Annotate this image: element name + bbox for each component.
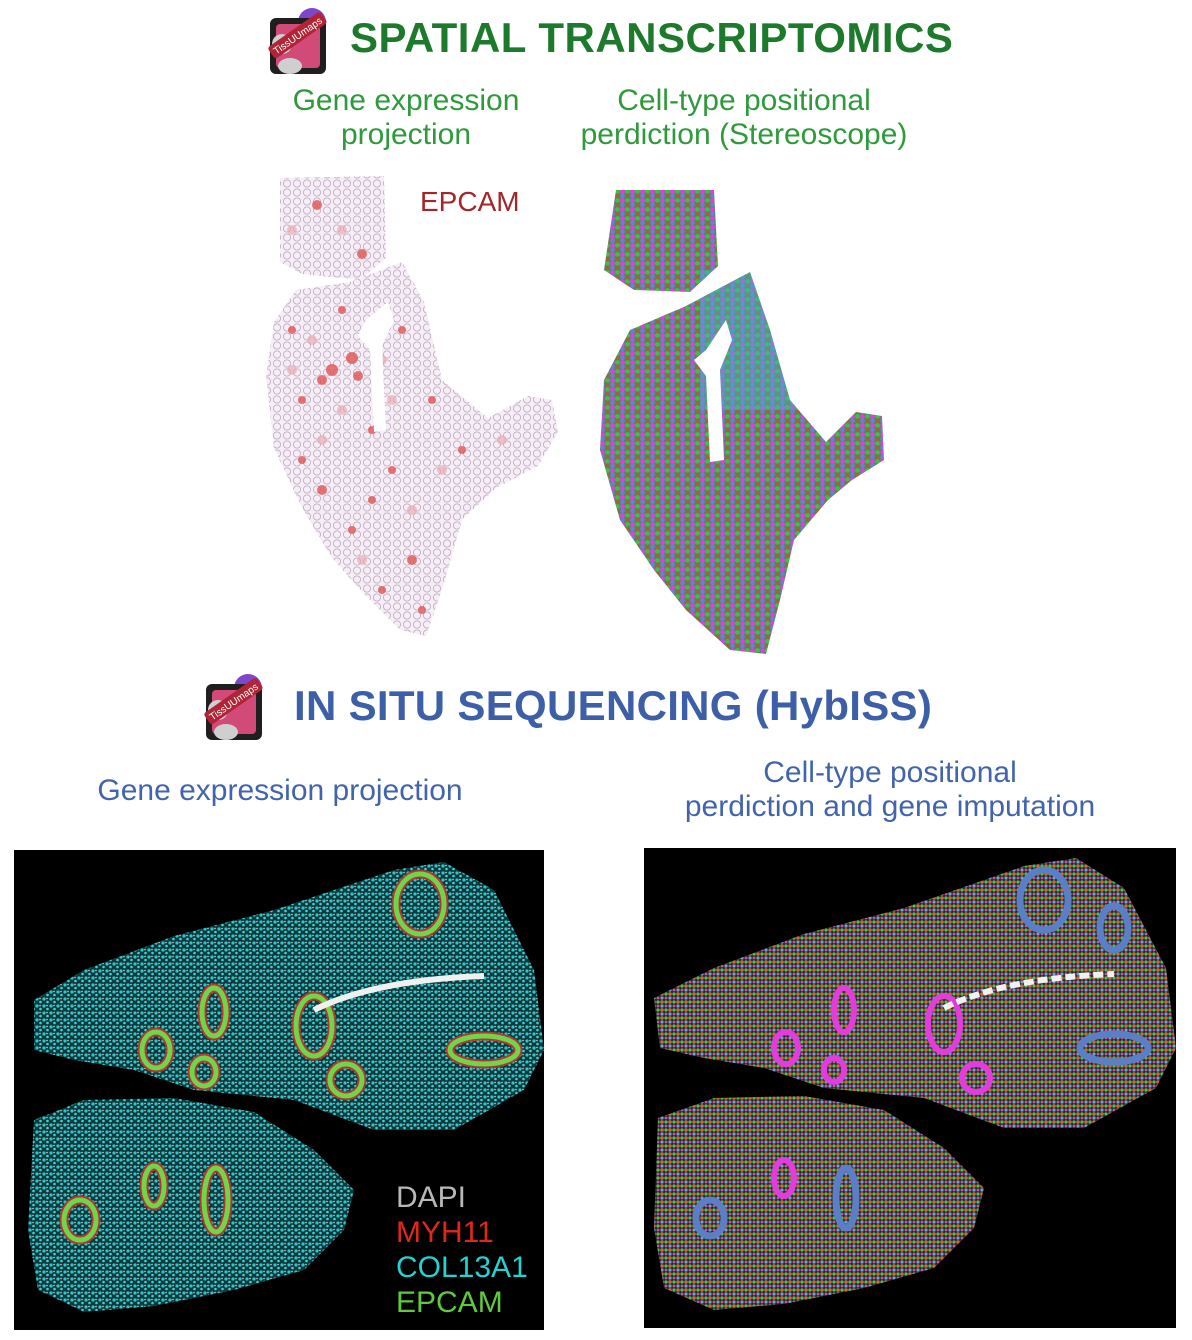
- st-left-caption-line2: projection: [340, 118, 472, 151]
- legend-item-dapi: DAPI: [396, 1181, 467, 1214]
- st-right-caption-line1: Cell-type positional: [617, 84, 871, 117]
- tissuumaps-logo-icon: TissUUmaps: [198, 672, 270, 744]
- st-right-caption: Cell-type positional perdiction (Stereos…: [556, 84, 932, 152]
- legend-item-col13a1: COL13A1: [396, 1251, 528, 1284]
- iss-right-caption-line1: Cell-type positional: [763, 756, 1017, 789]
- iss-gene-expression-panel: DAPI MYH11 COL13A1 EPCAM: [14, 850, 544, 1330]
- iss-left-caption: Gene expression projection: [97, 774, 463, 807]
- iss-legend: DAPI MYH11 COL13A1 EPCAM: [396, 1180, 528, 1320]
- iss-cell-type-panel: [644, 848, 1176, 1328]
- st-right-caption-line2: perdiction (Stereoscope): [580, 118, 908, 151]
- st-stereoscope-map: [590, 180, 900, 670]
- st-left-caption-line1: Gene expression: [292, 84, 520, 117]
- legend-item-epcam: EPCAM: [396, 1286, 503, 1319]
- spatial-transcriptomics-title: SPATIAL TRANSCRIPTOMICS: [350, 14, 954, 61]
- st-gene-expression-map: [262, 170, 572, 650]
- st-gene-label: EPCAM: [420, 186, 520, 217]
- legend-item-myh11: MYH11: [396, 1216, 494, 1249]
- iss-right-caption: Cell-type positional perdiction and gene…: [660, 756, 1120, 824]
- iss-right-caption-line2: perdiction and gene imputation: [684, 790, 1096, 823]
- st-left-caption: Gene expression projection: [270, 84, 542, 152]
- tissuumaps-logo-icon: TissUUmaps: [262, 6, 334, 78]
- in-situ-sequencing-title: IN SITU SEQUENCING (HybISS): [294, 682, 933, 729]
